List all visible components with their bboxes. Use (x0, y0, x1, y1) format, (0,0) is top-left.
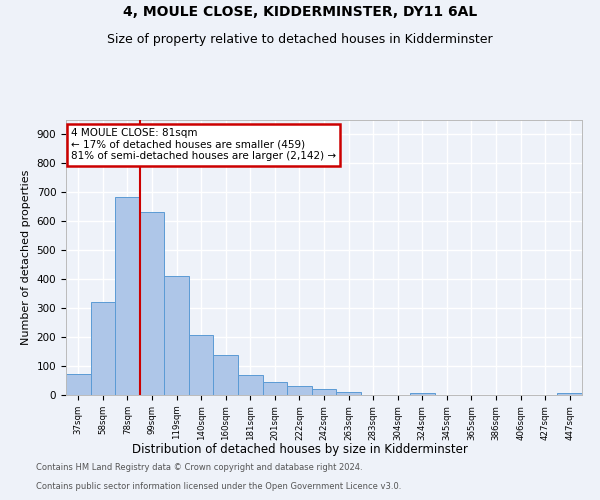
Bar (140, 212, 164, 395)
Bar (164, 276, 189, 395)
Bar (238, 376, 263, 395)
Text: 4, MOULE CLOSE, KIDDERMINSTER, DY11 6AL: 4, MOULE CLOSE, KIDDERMINSTER, DY11 6AL (123, 5, 477, 19)
Text: Contains public sector information licensed under the Open Government Licence v3: Contains public sector information licen… (36, 482, 401, 491)
Bar (557, 392, 582, 395)
Text: Contains HM Land Registry data © Crown copyright and database right 2024.: Contains HM Land Registry data © Crown c… (36, 464, 362, 472)
Bar (263, 382, 287, 395)
Y-axis label: Number of detached properties: Number of detached properties (21, 170, 31, 345)
Bar (410, 392, 434, 395)
Bar (91, 302, 115, 395)
Bar (336, 392, 361, 395)
Bar (214, 356, 238, 395)
Bar (287, 386, 312, 395)
Bar (312, 388, 336, 395)
Text: 4 MOULE CLOSE: 81sqm
← 17% of detached houses are smaller (459)
81% of semi-deta: 4 MOULE CLOSE: 81sqm ← 17% of detached h… (71, 128, 336, 162)
Bar (66, 374, 91, 395)
Text: Distribution of detached houses by size in Kidderminster: Distribution of detached houses by size … (132, 442, 468, 456)
Text: Size of property relative to detached houses in Kidderminster: Size of property relative to detached ho… (107, 32, 493, 46)
Bar (115, 198, 140, 395)
Bar (189, 335, 214, 395)
